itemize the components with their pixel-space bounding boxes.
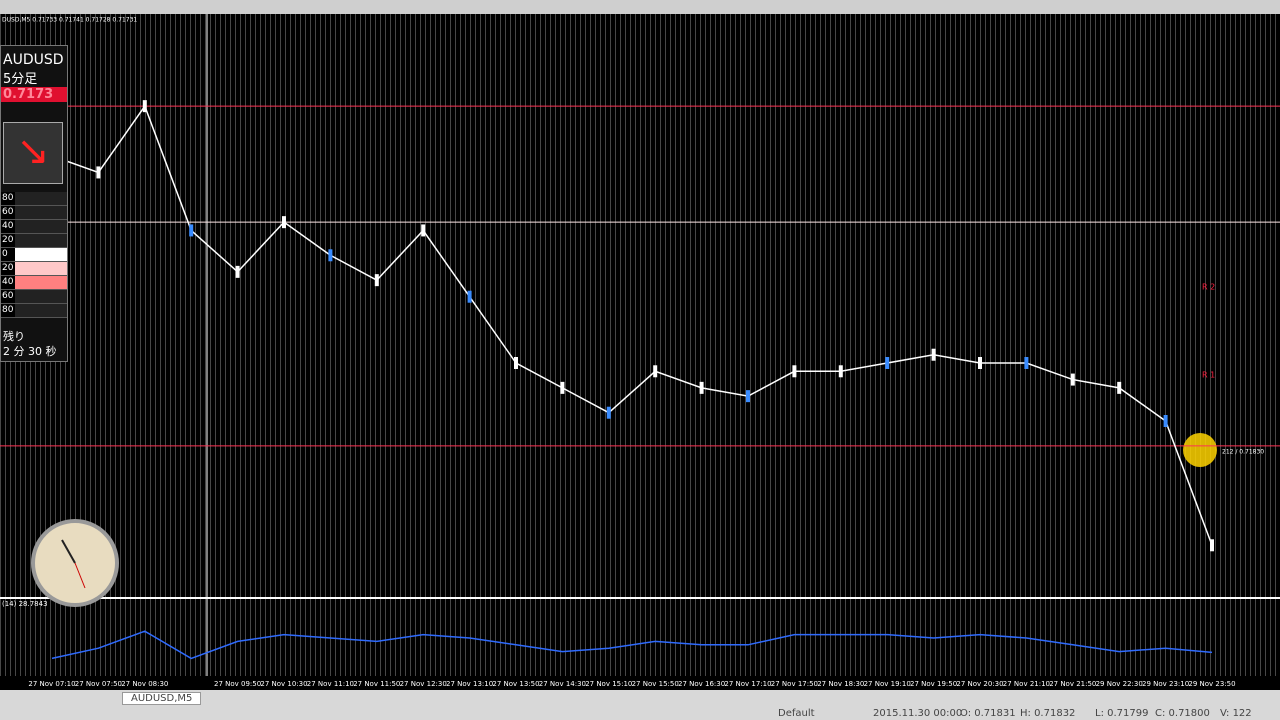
- x-tick-label: 27 Nov 21:10: [1003, 680, 1050, 688]
- candle: [514, 357, 518, 369]
- candle: [885, 357, 890, 369]
- scale-label: 80: [1, 304, 67, 318]
- scale-label: 60: [1, 206, 67, 220]
- status-high: H: 0.71832: [1020, 708, 1076, 719]
- candle: [374, 274, 379, 287]
- x-tick-label: 27 Nov 11:50: [353, 680, 400, 688]
- x-tick-label: 27 Nov 12:30: [400, 680, 447, 688]
- pivot-label: R 1: [1202, 371, 1215, 380]
- scale-label: 40: [1, 220, 67, 234]
- chart: DUSD,M5 0.71733 0.71741 0.71728 0.71731 …: [0, 0, 1280, 688]
- x-tick-label: 27 Nov 17:10: [724, 680, 771, 688]
- x-tick-label: 29 Nov 23:10: [1142, 680, 1189, 688]
- candle: [1070, 373, 1075, 386]
- symbol-line: DUSD,M5 0.71733 0.71741 0.71728 0.71731: [2, 17, 137, 24]
- x-tick-label: 27 Nov 09:50: [214, 680, 261, 688]
- series-line: [51, 104, 1213, 546]
- candle: [282, 216, 286, 229]
- trend-arrow: ↘: [3, 122, 63, 184]
- x-tick-label: 27 Nov 11:10: [307, 680, 354, 688]
- candle: [1024, 357, 1029, 369]
- status-volume: V: 122: [1220, 708, 1252, 719]
- status-profile: Default: [778, 708, 815, 719]
- status-close: C: 0.71800: [1155, 708, 1210, 719]
- panel-timeframe: 5分足: [3, 72, 38, 87]
- panel-symbol: AUDUSD: [3, 52, 64, 68]
- x-tick-label: 27 Nov 17:50: [771, 680, 818, 688]
- scale-label: 20: [1, 262, 67, 276]
- status-bar: AUDUSD,M5 Default 2015.11.30 00:00 O: 0.…: [0, 690, 1280, 720]
- scale-label: 80: [1, 192, 67, 206]
- candle: [560, 381, 565, 394]
- candle: [1117, 381, 1122, 394]
- x-tick-label: 27 Nov 10:30: [260, 680, 307, 688]
- signal-panel: AUDUSD 5分足 0.7173 ↘ 80 60 40 20 0 20 40 60 80 残り…: [0, 45, 68, 362]
- panel-price: 0.7173: [1, 87, 67, 102]
- x-tick-label: 27 Nov 19:10: [864, 680, 911, 688]
- x-tick-label: 27 Nov 19:50: [910, 680, 957, 688]
- toolbar: [0, 0, 1280, 14]
- x-tick-label: 27 Nov 13:50: [492, 680, 539, 688]
- candle: [653, 365, 658, 378]
- candle: [792, 365, 797, 378]
- x-tick-label: 27 Nov 21:50: [1049, 680, 1096, 688]
- chart-tab[interactable]: AUDUSD,M5: [122, 692, 202, 705]
- candle: [699, 381, 704, 394]
- candle: [421, 224, 426, 237]
- x-tick-label: 27 Nov 16:30: [678, 680, 725, 688]
- scale-label: 60: [1, 290, 67, 304]
- candle: [328, 249, 333, 262]
- candle: [746, 390, 750, 403]
- remaining-label: 残り: [3, 330, 25, 343]
- strength-scale: 80 60 40 20 0 20 40 60 80: [1, 192, 67, 318]
- candle: [838, 365, 843, 378]
- candle: [96, 166, 101, 179]
- series-line: [51, 630, 1213, 660]
- candle: [978, 357, 982, 369]
- x-tick-label: 29 Nov 23:50: [1188, 680, 1235, 688]
- x-tick-label: 29 Nov 22:30: [1096, 680, 1143, 688]
- candle: [142, 100, 147, 113]
- status-open: O: 0.71831: [960, 708, 1016, 719]
- candle: [1163, 415, 1168, 427]
- candle: [235, 265, 240, 278]
- indicator-title: (14) 28.7843: [2, 600, 48, 608]
- scale-label: 0: [1, 248, 67, 262]
- clock-hand: [61, 539, 76, 564]
- x-tick-label: 27 Nov 07:50: [75, 680, 122, 688]
- clock-hand: [74, 562, 86, 589]
- x-tick-label: 27 Nov 18:30: [817, 680, 864, 688]
- x-tick-label: 27 Nov 15:10: [585, 680, 632, 688]
- x-tick-label: 27 Nov 14:30: [539, 680, 586, 688]
- candle: [1210, 539, 1214, 552]
- x-tick-label: 27 Nov 08:30: [121, 680, 168, 688]
- status-low: L: 0.71799: [1095, 708, 1149, 719]
- remaining-time: 2 分 30 秒: [3, 345, 57, 358]
- cursor-highlight: [1183, 433, 1217, 467]
- x-tick-label: 27 Nov 13:10: [446, 680, 493, 688]
- grid-background: [0, 14, 1280, 676]
- scale-label: 40: [1, 276, 67, 290]
- status-time: 2015.11.30 00:00: [873, 708, 963, 719]
- candle: [189, 224, 194, 237]
- pivot-label: R 2: [1202, 283, 1215, 292]
- x-tick-label: 27 Nov 07:10: [28, 680, 75, 688]
- candle: [931, 348, 936, 361]
- candle: [467, 290, 472, 303]
- x-tick-label: 27 Nov 20:30: [956, 680, 1003, 688]
- scale-label: 20: [1, 234, 67, 248]
- level-label: 212 / 0.71830: [1222, 448, 1264, 455]
- candle: [606, 406, 611, 419]
- x-tick-label: 27 Nov 15:50: [632, 680, 679, 688]
